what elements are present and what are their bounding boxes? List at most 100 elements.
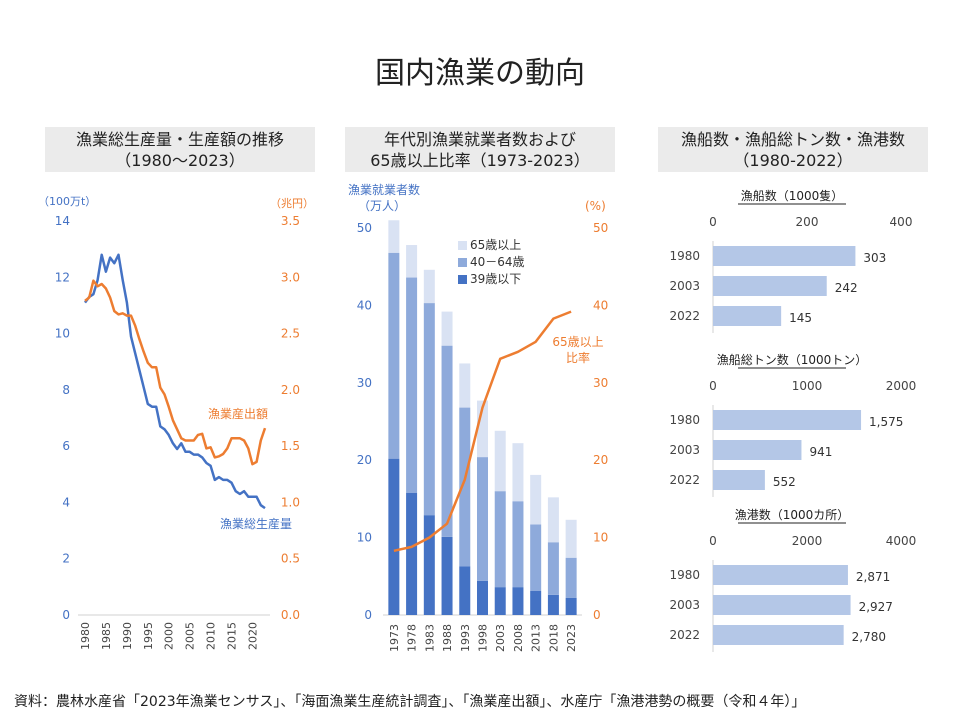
bar-segment xyxy=(512,443,524,502)
y-left-tick-label: 4 xyxy=(62,495,70,509)
series-line-elderly-ratio xyxy=(393,310,572,553)
bar xyxy=(713,306,782,326)
series-label-value: 漁業産出額 xyxy=(208,406,268,421)
x-tick-label: 1990 xyxy=(121,622,134,650)
x-tick-label: 2005 xyxy=(184,622,197,650)
series-label-volume: 漁業総生産量 xyxy=(220,516,292,531)
x-tick-label: 1985 xyxy=(100,622,113,650)
bar-segment xyxy=(494,587,506,615)
bar-segment xyxy=(459,566,471,615)
y-left-tick-label: 20 xyxy=(357,453,372,467)
data-label: 242 xyxy=(835,281,858,295)
bar-segment xyxy=(547,594,559,615)
series-label-elderly-ratio: 比率 xyxy=(566,350,590,365)
y-left-unit-label: （100万t） xyxy=(38,195,96,208)
y-left-tick-label: 0 xyxy=(364,608,372,622)
panel-title-production: 漁業総生産量・生産額の推移 （1980～2023） xyxy=(45,127,315,172)
y-left-tick-label: 10 xyxy=(357,531,372,545)
source-note: 資料：農林水産省「2023年漁業センサス」、「海面漁業生産統計調査」、「漁業産出… xyxy=(14,694,806,710)
x-tick-label: 400 xyxy=(890,215,913,229)
x-tick-label: 2015 xyxy=(226,622,239,650)
data-label: 2,780 xyxy=(852,630,886,644)
y-left-tick-label: 40 xyxy=(357,298,372,312)
y-right-tick-label: 0 xyxy=(593,608,601,622)
bar-segment xyxy=(547,542,559,595)
bar-segment xyxy=(459,363,471,408)
legend-label: 40－64歳 xyxy=(470,255,525,269)
legend-swatch xyxy=(458,275,467,284)
legend-swatch xyxy=(458,241,467,250)
legend-swatch xyxy=(458,258,467,267)
panel-title-workers: 年代別漁業就業者数および 65歳以上比率（1973-2023） xyxy=(345,127,615,172)
x-tick-label: 2000 xyxy=(792,534,823,548)
category-label: 2003 xyxy=(669,279,700,293)
bar-segment xyxy=(441,345,453,537)
category-label: 2003 xyxy=(669,598,700,612)
x-tick-label: 1983 xyxy=(423,624,436,652)
y-right-tick-label: 40 xyxy=(593,298,608,312)
y-right-tick-label: 30 xyxy=(593,376,608,390)
x-tick-label: 1998 xyxy=(477,624,490,652)
legend-label: 65歳以上 xyxy=(470,238,521,252)
bar-segment xyxy=(547,497,559,543)
panel-title-vessels: 漁船数・漁船総トン数・漁港数 （1980-2022） xyxy=(658,127,928,172)
x-tick-label: 2023 xyxy=(565,624,578,652)
series-line-volume xyxy=(84,253,266,510)
bar-segment xyxy=(406,277,418,493)
x-tick-label: 2008 xyxy=(512,624,525,652)
category-label: 2022 xyxy=(669,473,700,487)
y-right-unit-label: （兆円） xyxy=(270,197,314,210)
bar xyxy=(713,246,856,266)
bar-segment xyxy=(423,303,435,516)
y-left-tick-label: 10 xyxy=(55,327,70,341)
y-right-tick-label: 10 xyxy=(593,531,608,545)
panel-title: 漁船総トン数（1000トン） xyxy=(717,352,868,367)
y-right-unit-label: (%) xyxy=(585,199,606,213)
series-line-value xyxy=(84,279,267,466)
x-tick-label: 4000 xyxy=(886,534,917,548)
y-right-tick-label: 1.5 xyxy=(281,439,300,453)
bar xyxy=(713,440,802,460)
x-tick-label: 200 xyxy=(796,215,819,229)
x-tick-label: 0 xyxy=(709,215,717,229)
y-right-tick-label: 2.0 xyxy=(281,383,300,397)
y-left-tick-label: 6 xyxy=(62,439,70,453)
y-right-tick-label: 50 xyxy=(593,221,608,235)
bar-segment xyxy=(441,311,453,346)
data-label: 303 xyxy=(863,251,886,265)
y-right-tick-label: 0.5 xyxy=(281,552,300,566)
data-label: 1,575 xyxy=(869,415,903,429)
category-label: 1980 xyxy=(669,413,700,427)
x-tick-label: 1978 xyxy=(406,624,419,652)
x-tick-label: 1000 xyxy=(792,379,823,393)
x-tick-label: 2000 xyxy=(886,379,917,393)
panel-title-line: 漁業総生産量・生産額の推移 xyxy=(75,130,284,149)
y-left-tick-label: 2 xyxy=(62,552,70,566)
bar-segment xyxy=(530,524,542,592)
bar-segment xyxy=(477,580,488,615)
bar-segment xyxy=(388,458,400,615)
x-tick-label: 0 xyxy=(709,534,717,548)
x-tick-label: 1995 xyxy=(142,622,155,650)
panel-title: 漁港数（1000カ所） xyxy=(735,507,850,522)
bar-segment xyxy=(530,591,542,615)
bar xyxy=(713,595,851,615)
x-tick-label: 0 xyxy=(709,379,717,393)
data-label: 145 xyxy=(789,311,812,325)
y-left-tick-label: 50 xyxy=(357,221,372,235)
bar-segment xyxy=(565,597,577,615)
panel-title: 漁船数（1000隻） xyxy=(741,188,844,203)
page-title: 国内漁業の動向 xyxy=(375,56,585,91)
bar-segment xyxy=(565,519,577,558)
x-tick-label: 2018 xyxy=(547,624,560,652)
bar-segment xyxy=(512,501,524,588)
y-left-tick-label: 0 xyxy=(62,608,70,622)
x-tick-label: 2010 xyxy=(205,622,218,650)
panel-title-line: （1980～2023） xyxy=(115,151,245,170)
panel-title-line: 65歳以上比率（1973-2023） xyxy=(370,151,590,170)
category-label: 1980 xyxy=(669,249,700,263)
bar-segment xyxy=(423,269,435,304)
y-right-tick-label: 20 xyxy=(593,453,608,467)
legend-label: 39歳以下 xyxy=(470,272,521,286)
category-label: 1980 xyxy=(669,568,700,582)
